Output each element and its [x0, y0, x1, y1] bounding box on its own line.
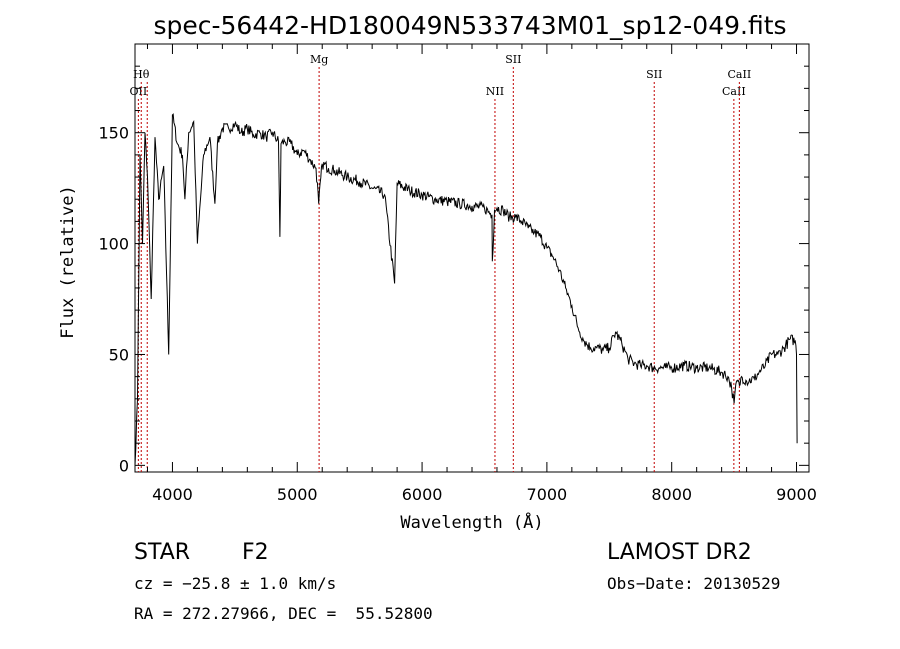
- redshift-readout: cz = −25.8 ± 1.0 km/s: [134, 574, 337, 593]
- x-tick-label: 7000: [527, 485, 568, 504]
- object-type: STAR: [134, 540, 191, 565]
- spectral-line-label: SII: [505, 53, 521, 66]
- plot-frame: [134, 43, 810, 473]
- spectral-line-label: Hθ: [133, 68, 150, 81]
- y-tick-label: 50: [109, 345, 129, 364]
- y-tick-label: 100: [98, 235, 129, 254]
- coordinates: RA = 272.27966, DEC = 55.52800: [134, 604, 433, 623]
- x-tick-label: 4000: [152, 485, 193, 504]
- x-tick-label: 8000: [651, 485, 692, 504]
- x-tick-label: 5000: [277, 485, 318, 504]
- spectral-line-label: CaII: [728, 68, 752, 81]
- obs-date: Obs−Date: 20130529: [607, 574, 781, 593]
- spectral-line-label: OII: [130, 85, 148, 98]
- y-tick-label: 0: [119, 456, 129, 475]
- spectral-line-label: CaII: [722, 85, 746, 98]
- spectral-line-label: Mg: [310, 53, 328, 66]
- spectral-line-markers: OII Hθ Mg NII SII SII CaII CaII: [130, 53, 752, 472]
- y-axis-label: Flux (relative): [58, 185, 78, 339]
- axis-ticks: 4000 5000 6000 7000 8000 9000 0 50 100 150: [98, 44, 817, 504]
- spectral-line-label: SII: [646, 68, 662, 81]
- survey-name: LAMOST DR2: [607, 540, 752, 565]
- spectral-line-label: NII: [486, 85, 504, 98]
- x-tick-label: 6000: [402, 485, 443, 504]
- y-tick-label: 150: [98, 124, 129, 143]
- spectrum-line: [134, 113, 798, 466]
- x-tick-label: 9000: [776, 485, 817, 504]
- chart-title: spec-56442-HD180049N533743M01_sp12-049.f…: [153, 11, 786, 40]
- spectral-subclass: F2: [242, 540, 269, 565]
- x-axis-label: Wavelength (Å): [400, 511, 543, 533]
